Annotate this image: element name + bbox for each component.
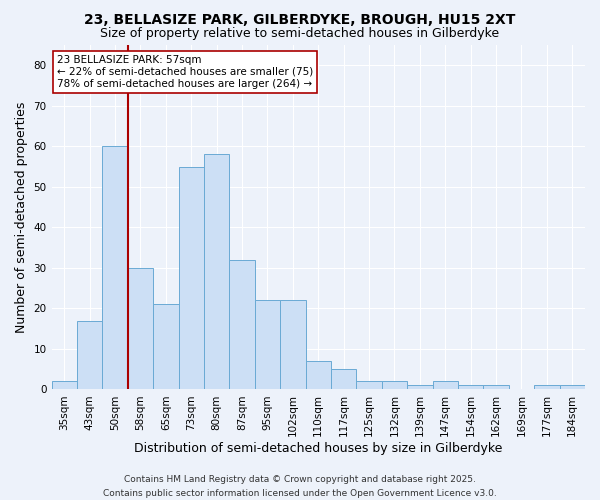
Text: 23 BELLASIZE PARK: 57sqm
← 22% of semi-detached houses are smaller (75)
78% of s: 23 BELLASIZE PARK: 57sqm ← 22% of semi-d… [57,56,313,88]
Text: Contains HM Land Registry data © Crown copyright and database right 2025.
Contai: Contains HM Land Registry data © Crown c… [103,476,497,498]
Bar [356,382,382,390]
Bar [433,382,458,390]
Text: 23, BELLASIZE PARK, GILBERDYKE, BROUGH, HU15 2XT: 23, BELLASIZE PARK, GILBERDYKE, BROUGH, … [85,12,515,26]
Bar [305,361,331,390]
Bar [179,166,204,390]
Bar [153,304,179,390]
Bar [255,300,280,390]
Bar [407,386,433,390]
Bar [128,268,153,390]
Bar [534,386,560,390]
Bar [382,382,407,390]
Bar [77,320,103,390]
Y-axis label: Number of semi-detached properties: Number of semi-detached properties [15,102,28,333]
Bar [458,386,484,390]
Bar [331,369,356,390]
Bar [229,260,255,390]
Bar [280,300,305,390]
Bar [103,146,128,390]
Bar [560,386,585,390]
Text: Size of property relative to semi-detached houses in Gilberdyke: Size of property relative to semi-detach… [100,28,500,40]
Bar [484,386,509,390]
X-axis label: Distribution of semi-detached houses by size in Gilberdyke: Distribution of semi-detached houses by … [134,442,502,455]
Bar [52,382,77,390]
Bar [204,154,229,390]
